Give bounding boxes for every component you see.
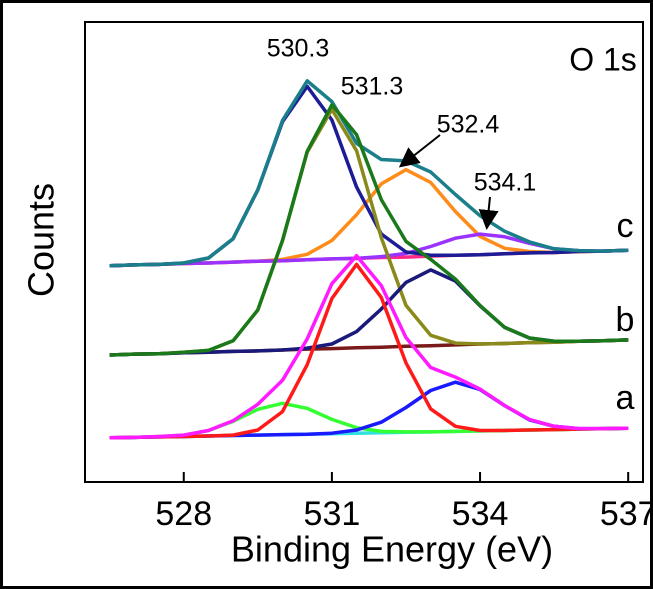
spectrum-label: a xyxy=(616,379,635,417)
spectrum-label: c xyxy=(617,207,634,245)
x-tick-label: 531 xyxy=(304,495,361,533)
spectrum-line xyxy=(109,253,629,440)
arrow xyxy=(478,196,499,230)
spectrum-label: b xyxy=(616,301,635,339)
peak-annotation: 532.4 xyxy=(437,111,500,139)
curves xyxy=(109,79,629,440)
arrow xyxy=(398,134,441,168)
spectrum-line xyxy=(109,79,629,268)
peak-annotation: 530.3 xyxy=(267,35,330,63)
x-axis-label: Binding Energy (eV) xyxy=(231,529,553,570)
peak-annotation: 534.1 xyxy=(474,169,537,197)
x-tick-label: 528 xyxy=(155,495,212,533)
x-tick-label: 537 xyxy=(600,495,653,533)
plot-frame xyxy=(84,21,644,483)
y-axis-label: Counts xyxy=(21,183,62,297)
spectrum-line xyxy=(109,84,629,268)
spectrum-line xyxy=(109,103,629,357)
peak-annotation: 531.3 xyxy=(341,73,404,101)
chart-title: O 1s xyxy=(569,41,637,77)
x-tick-label: 534 xyxy=(452,495,509,533)
spectrum-line xyxy=(109,262,629,440)
